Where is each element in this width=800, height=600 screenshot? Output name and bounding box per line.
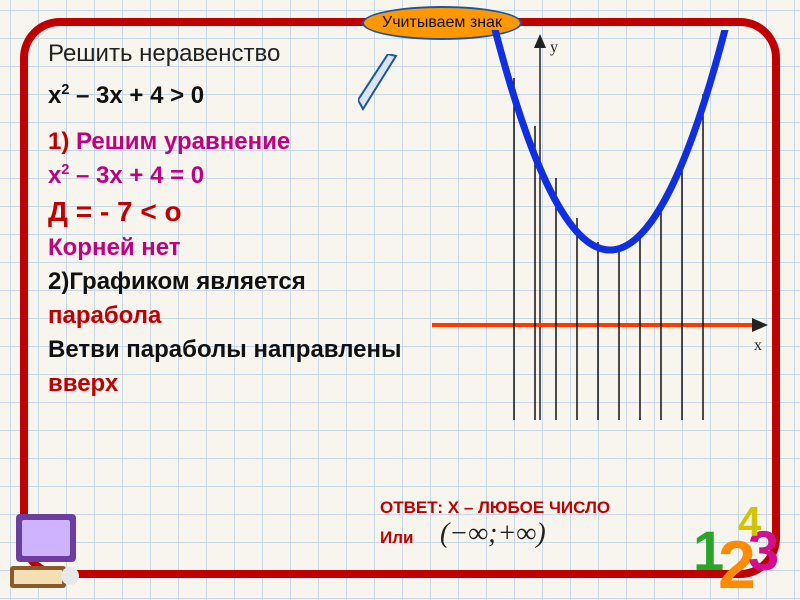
y-axis-label: y <box>550 39 558 56</box>
equation: х2 – 3х + 4 = 0 <box>48 162 468 190</box>
deco-numbers-icon: 1 2 3 4 <box>688 500 798 600</box>
parabola-word: парабола <box>48 302 468 330</box>
no-roots: Корней нет <box>48 234 468 262</box>
y-axis-arrow <box>534 34 546 48</box>
answer-line2-prefix: Или <box>380 528 413 548</box>
parabola-curve <box>490 30 730 250</box>
step2: 2)Графиком является <box>48 268 468 296</box>
graph: y x <box>430 30 770 430</box>
deco-computer-icon <box>8 506 98 596</box>
text-content: Решить неравенство х2 – 3х + 4 > 0 1) Ре… <box>48 34 468 404</box>
step1-text: Решим уравнение <box>69 128 290 155</box>
title: Решить неравенство <box>48 40 468 68</box>
inequality: х2 – 3х + 4 > 0 <box>48 82 468 110</box>
branches: Ветви параболы направлены <box>48 336 468 364</box>
step1-num: 1) <box>48 128 69 155</box>
interval-notation: (−∞;+∞) <box>440 518 546 550</box>
callout-text: Учитываем знак <box>382 14 502 31</box>
step1: 1) Решим уравнение <box>48 128 468 156</box>
svg-text:4: 4 <box>738 500 762 545</box>
discriminant: Д = - 7 < о <box>48 196 468 228</box>
up-word: вверх <box>48 370 468 398</box>
answer-line1: ОТВЕТ: Х – ЛЮБОЕ ЧИСЛО <box>380 498 610 518</box>
x-axis-arrow <box>752 318 768 332</box>
x-axis-label: x <box>754 337 762 354</box>
